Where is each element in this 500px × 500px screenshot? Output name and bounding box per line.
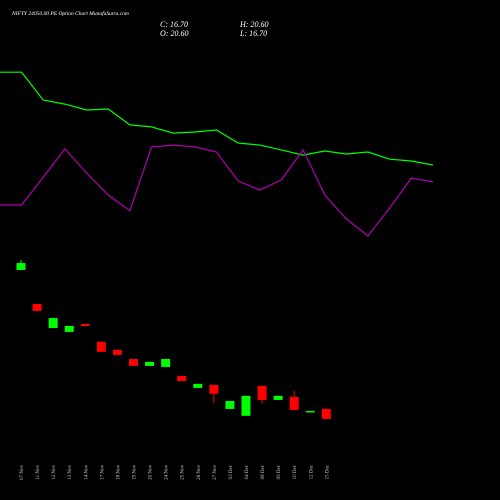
x-tick-label: 20 Nov (149, 465, 154, 480)
candle-body (16, 263, 26, 270)
candle-body (225, 400, 235, 409)
x-tick-label: 12 Nov (52, 465, 57, 480)
indicator-line (0, 144, 434, 237)
candle-body (257, 385, 267, 400)
chart-title: NIFTY 24050.00 PE Option Chart MunafaSut… (11, 10, 129, 17)
x-tick-label: 11 Nov (36, 465, 41, 480)
close-label: C: 16.70 (160, 20, 188, 29)
candle-body (32, 303, 42, 311)
candle-body (161, 359, 171, 367)
x-tick-label: 19 Nov (132, 465, 137, 480)
x-tick-label: 04 Dec (245, 464, 250, 479)
low-label: L: 16.70 (239, 29, 267, 38)
high-label: H: 20.60 (239, 20, 268, 29)
x-tick-label: 26 Nov (197, 465, 202, 480)
candle-body (96, 341, 106, 352)
x-tick-label: 12 Dec (309, 464, 314, 479)
candle-body (48, 318, 58, 329)
candle-body (128, 359, 138, 366)
candle-body (273, 395, 283, 400)
candle-body (305, 410, 315, 413)
x-tick-label: 10 Dec (293, 464, 298, 479)
x-tick-label: 15 Dec (325, 464, 330, 479)
candle-body (80, 323, 90, 326)
candle-body (177, 375, 187, 382)
x-tick-label: 08 Dec (261, 464, 266, 479)
x-tick-label: 25 Nov (181, 465, 186, 480)
x-tick-label: 27 Nov (213, 465, 218, 480)
candle-body (289, 396, 299, 410)
x-tick-label: 07 Nov (20, 465, 25, 480)
x-tick-label: 09 Dec (277, 464, 282, 479)
x-tick-label: 03 Dec (229, 464, 234, 479)
candle-body (321, 408, 331, 419)
candle-body (64, 325, 74, 332)
x-tick-label: 17 Nov (100, 465, 105, 480)
x-tick-label: 18 Nov (116, 465, 121, 480)
candle-body (193, 383, 203, 388)
indicator-line (0, 71, 434, 166)
candle-body (241, 395, 251, 416)
x-tick-label: 14 Nov (84, 465, 89, 480)
candle-body (209, 384, 219, 394)
candle-body (145, 361, 155, 366)
open-label: O: 20.60 (160, 29, 188, 38)
candle-body (112, 349, 122, 355)
x-tick-label: 13 Nov (68, 465, 73, 480)
x-tick-label: 24 Nov (165, 465, 170, 480)
